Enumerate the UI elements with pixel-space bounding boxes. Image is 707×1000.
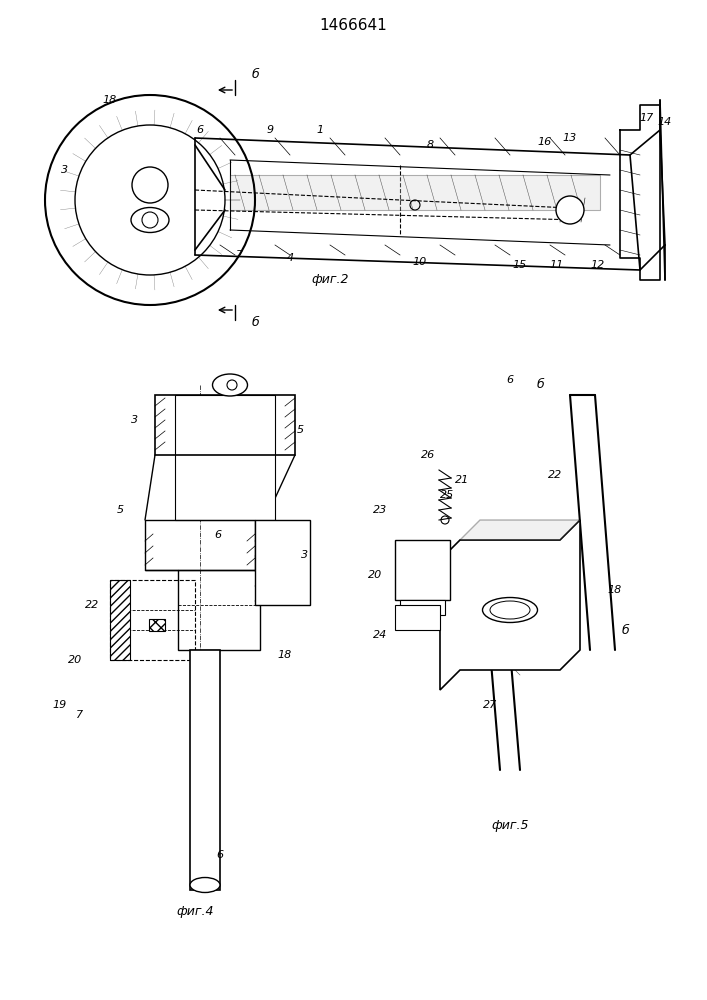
Text: 18: 18 [103, 95, 117, 105]
Text: 3: 3 [132, 415, 139, 425]
Text: 1: 1 [317, 125, 324, 135]
Polygon shape [440, 520, 580, 690]
Text: 13: 13 [563, 133, 577, 143]
Text: 3: 3 [301, 550, 308, 560]
Circle shape [556, 196, 584, 224]
Text: 18: 18 [278, 650, 292, 660]
Circle shape [132, 167, 168, 203]
Polygon shape [460, 520, 580, 540]
Text: фиг.5: фиг.5 [491, 818, 529, 832]
Text: фиг.4: фиг.4 [176, 906, 214, 918]
Ellipse shape [482, 597, 537, 622]
Bar [400, 600, 445, 615]
Text: 26: 26 [421, 450, 435, 460]
Text: 23: 23 [373, 505, 387, 515]
Text: 7: 7 [236, 250, 244, 260]
Text: 14: 14 [658, 117, 672, 127]
Text: 4: 4 [286, 253, 293, 263]
Text: б: б [536, 378, 544, 391]
Text: фиг.2: фиг.2 [311, 273, 349, 286]
Text: 19: 19 [53, 700, 67, 710]
Text: 1466641: 1466641 [319, 17, 387, 32]
Text: 25: 25 [440, 490, 454, 500]
Text: 5: 5 [296, 425, 303, 435]
Text: 22: 22 [85, 600, 99, 610]
Text: 20: 20 [368, 570, 382, 580]
Text: 3: 3 [62, 165, 69, 175]
Text: 20: 20 [68, 655, 82, 665]
Bar [395, 605, 440, 630]
Text: 22: 22 [548, 470, 562, 480]
Text: 6: 6 [506, 375, 513, 385]
Bar [395, 540, 450, 600]
Text: 6: 6 [214, 530, 221, 540]
Bar [175, 395, 275, 520]
Bar [145, 520, 255, 570]
Bar [149, 619, 165, 631]
Bar [255, 520, 310, 605]
Ellipse shape [131, 208, 169, 232]
Text: б: б [251, 68, 259, 82]
Text: 11: 11 [550, 260, 564, 270]
Bar [230, 175, 600, 210]
Text: 10: 10 [413, 257, 427, 267]
Ellipse shape [190, 878, 220, 892]
Text: б: б [251, 316, 259, 328]
Text: 17: 17 [640, 113, 654, 123]
Text: 8: 8 [426, 140, 433, 150]
Text: 24: 24 [373, 630, 387, 640]
Text: 12: 12 [591, 260, 605, 270]
Bar [110, 580, 130, 660]
Text: 21: 21 [455, 475, 469, 485]
Bar [155, 395, 295, 455]
Ellipse shape [213, 374, 247, 396]
Bar [190, 650, 220, 890]
Text: 9: 9 [267, 125, 274, 135]
Text: 18: 18 [608, 585, 622, 595]
Text: 15: 15 [513, 260, 527, 270]
Text: 16: 16 [538, 137, 552, 147]
Text: 6: 6 [216, 850, 223, 860]
Bar [178, 570, 260, 650]
Text: б: б [621, 624, 629, 637]
Text: 27: 27 [483, 700, 497, 710]
Text: 5: 5 [117, 505, 124, 515]
Text: 7: 7 [76, 710, 83, 720]
Text: 6: 6 [197, 125, 204, 135]
Bar [110, 580, 195, 660]
Circle shape [142, 212, 158, 228]
